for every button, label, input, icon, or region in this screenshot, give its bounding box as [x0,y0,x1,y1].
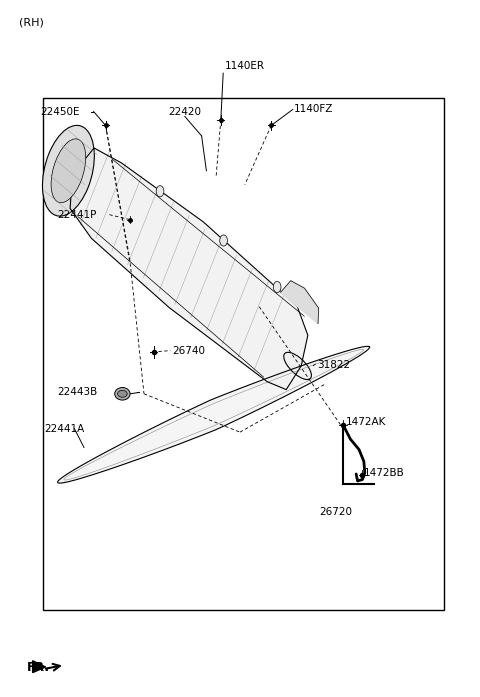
Text: 26740: 26740 [172,346,205,355]
Text: 1140ER: 1140ER [225,61,264,71]
Text: FR.: FR. [26,661,49,673]
Text: 1472BB: 1472BB [363,468,404,477]
Text: 22441P: 22441P [58,210,97,220]
Ellipse shape [284,352,312,380]
Text: 22443B: 22443B [58,387,98,397]
Circle shape [156,185,164,197]
Polygon shape [58,346,370,483]
Ellipse shape [115,388,130,400]
Circle shape [220,235,228,246]
Ellipse shape [43,125,95,216]
Text: 22441A: 22441A [45,424,85,434]
Text: 1140FZ: 1140FZ [294,105,333,114]
Text: (RH): (RH) [19,17,44,27]
Polygon shape [281,281,319,323]
Text: 22420: 22420 [168,107,201,116]
Text: 26720: 26720 [320,507,352,517]
Polygon shape [70,148,308,390]
Text: 22450E: 22450E [40,107,79,116]
Ellipse shape [51,139,86,203]
Ellipse shape [118,390,127,397]
Text: 1472AK: 1472AK [346,417,386,427]
Bar [43,98,444,610]
Text: 31822: 31822 [317,360,350,369]
Circle shape [273,282,281,293]
Polygon shape [33,661,46,673]
